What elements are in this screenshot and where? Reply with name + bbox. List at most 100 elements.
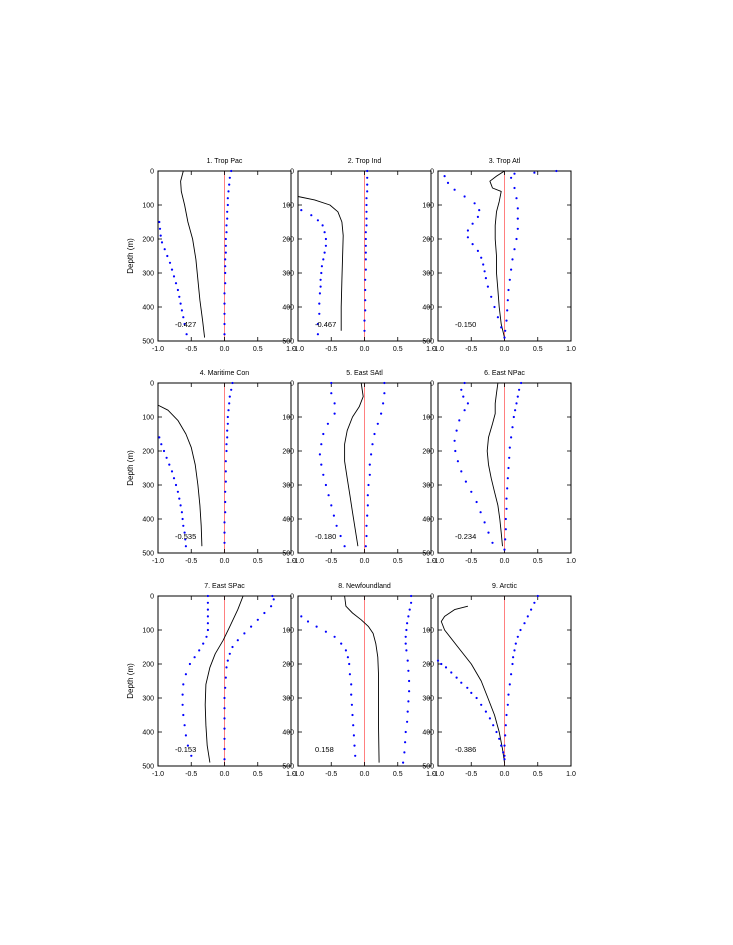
series-dot <box>300 615 303 618</box>
panel-3: 3. Trop Atl -1.0 -0.5 0.0 0.5 1.0 0 100 200 300 40… <box>422 158 576 353</box>
y-tick-label: 400 <box>142 517 154 524</box>
series-dot <box>188 662 191 666</box>
x-tick-label: 1.0 <box>566 346 576 353</box>
series-dot <box>340 642 343 645</box>
series-dot <box>407 615 410 618</box>
series-line <box>486 382 503 547</box>
series-dot <box>181 693 184 696</box>
y-tick-label: 200 <box>142 449 154 456</box>
series-dot <box>366 504 369 507</box>
series-dot <box>471 222 474 225</box>
x-tick-label: 0.5 <box>393 346 403 353</box>
series-dot <box>406 720 409 723</box>
panel-title: 5. East SAtl <box>346 370 383 377</box>
series-dot <box>476 249 479 252</box>
series-dot <box>230 169 233 173</box>
series-dot <box>324 483 327 487</box>
series-dot <box>183 322 186 326</box>
series-dot <box>223 322 226 326</box>
series-dot <box>446 181 450 184</box>
series-dot <box>324 237 327 241</box>
series-dot <box>511 656 515 659</box>
series-dot <box>206 615 209 618</box>
y-tick-label: 200 <box>282 449 294 456</box>
series-dot <box>168 261 172 264</box>
dot-series-2 <box>504 176 519 332</box>
x-tick-label: -0.5 <box>465 558 477 565</box>
y-tick-label: 400 <box>282 305 294 312</box>
series-dot <box>364 237 367 241</box>
series-line <box>157 404 203 547</box>
y-tick-label: 300 <box>282 696 294 703</box>
series-dot <box>504 538 507 541</box>
series-dot <box>226 659 229 662</box>
series-dot <box>533 601 536 604</box>
x-tick-label: 0.5 <box>393 558 403 565</box>
series-dot <box>224 251 227 254</box>
series-dot <box>515 197 518 200</box>
series-dot <box>365 224 368 227</box>
series-dot <box>236 639 239 642</box>
series-dot <box>460 681 463 684</box>
x-tick-label: -1.0 <box>152 771 164 778</box>
series-dot <box>223 727 226 730</box>
series-dot <box>443 175 446 178</box>
series-dot <box>510 436 513 439</box>
y-tick-label: 300 <box>142 271 154 278</box>
series-dot <box>365 524 368 527</box>
series-dot <box>318 312 321 315</box>
series-dot <box>493 305 496 309</box>
panel-title: 6. East NPac <box>484 370 525 377</box>
correlation-label: -0.150 <box>455 320 476 329</box>
correlation-label: -0.153 <box>175 745 196 754</box>
series-dot <box>484 710 487 713</box>
y-tick-label: 100 <box>422 203 434 210</box>
series-dot <box>492 724 495 727</box>
series-dot <box>184 538 187 541</box>
series-dot <box>364 288 367 292</box>
series-dot <box>223 758 226 761</box>
series-dot <box>223 333 226 336</box>
dot-series-2 <box>223 381 234 544</box>
y-tick-label: 100 <box>282 628 294 635</box>
y-tick-label: 500 <box>282 339 294 346</box>
series-dot <box>508 278 511 281</box>
series-dot <box>344 649 347 652</box>
series-line <box>180 170 206 338</box>
series-dot <box>223 541 226 544</box>
series-dot <box>444 666 448 669</box>
series-dot <box>352 724 355 727</box>
y-tick-label: 0 <box>150 169 154 176</box>
panel-title: 3. Trop Atl <box>489 158 521 165</box>
x-tick-label: -0.5 <box>325 346 337 353</box>
series-dot <box>315 625 318 628</box>
x-tick-label: 0.0 <box>500 558 510 565</box>
series-dot <box>364 278 367 281</box>
series-dot <box>330 392 333 395</box>
series-dot <box>505 497 508 500</box>
series-dot <box>366 183 369 186</box>
series-dot <box>516 217 519 220</box>
series-dot <box>470 691 473 695</box>
series-dot <box>505 713 508 717</box>
series-dot <box>464 480 467 483</box>
series-dot <box>184 545 187 548</box>
series-dot <box>488 717 491 720</box>
y-tick-label: 0 <box>430 169 434 176</box>
series-dot <box>478 209 481 212</box>
x-tick-label: 1.0 <box>426 558 436 565</box>
series-dot <box>193 656 196 659</box>
y-tick-label: 100 <box>422 415 434 422</box>
series-line <box>297 196 344 331</box>
series-dot <box>224 686 227 689</box>
series-dot <box>223 707 226 710</box>
series-dot <box>383 392 386 395</box>
series-dot <box>480 256 483 259</box>
series-dot <box>333 402 336 405</box>
series-dot <box>380 412 383 415</box>
series-dot <box>300 209 303 212</box>
series-dot <box>226 422 229 425</box>
x-tick-label: -1.0 <box>432 346 444 353</box>
series-dot <box>320 463 323 466</box>
series-dot <box>515 402 518 405</box>
